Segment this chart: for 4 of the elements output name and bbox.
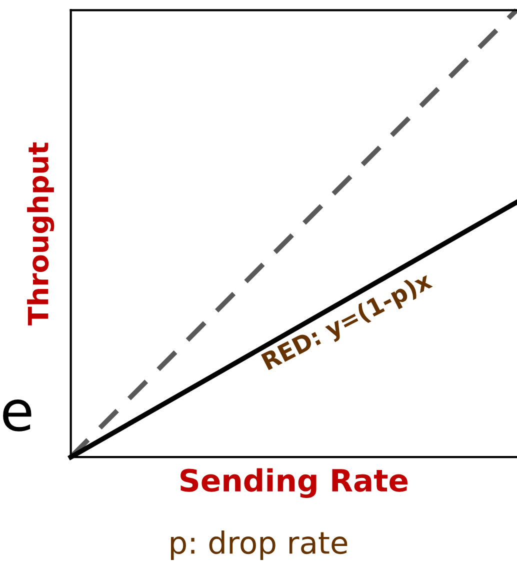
annotation: e — [3, 399, 32, 432]
y-axis-title: Throughput — [27, 142, 54, 326]
text: p: drop rate — [171, 530, 348, 560]
x-axis-title: Sending Rate — [180, 468, 408, 498]
